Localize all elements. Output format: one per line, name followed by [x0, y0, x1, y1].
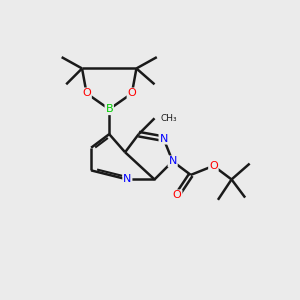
Text: O: O	[128, 88, 136, 98]
Text: B: B	[105, 104, 113, 114]
Text: O: O	[82, 88, 91, 98]
Text: O: O	[173, 190, 182, 200]
Text: N: N	[123, 174, 131, 184]
Text: O: O	[209, 161, 218, 171]
Text: N: N	[169, 156, 177, 166]
Text: CH₃: CH₃	[160, 114, 177, 123]
Text: N: N	[159, 134, 168, 144]
